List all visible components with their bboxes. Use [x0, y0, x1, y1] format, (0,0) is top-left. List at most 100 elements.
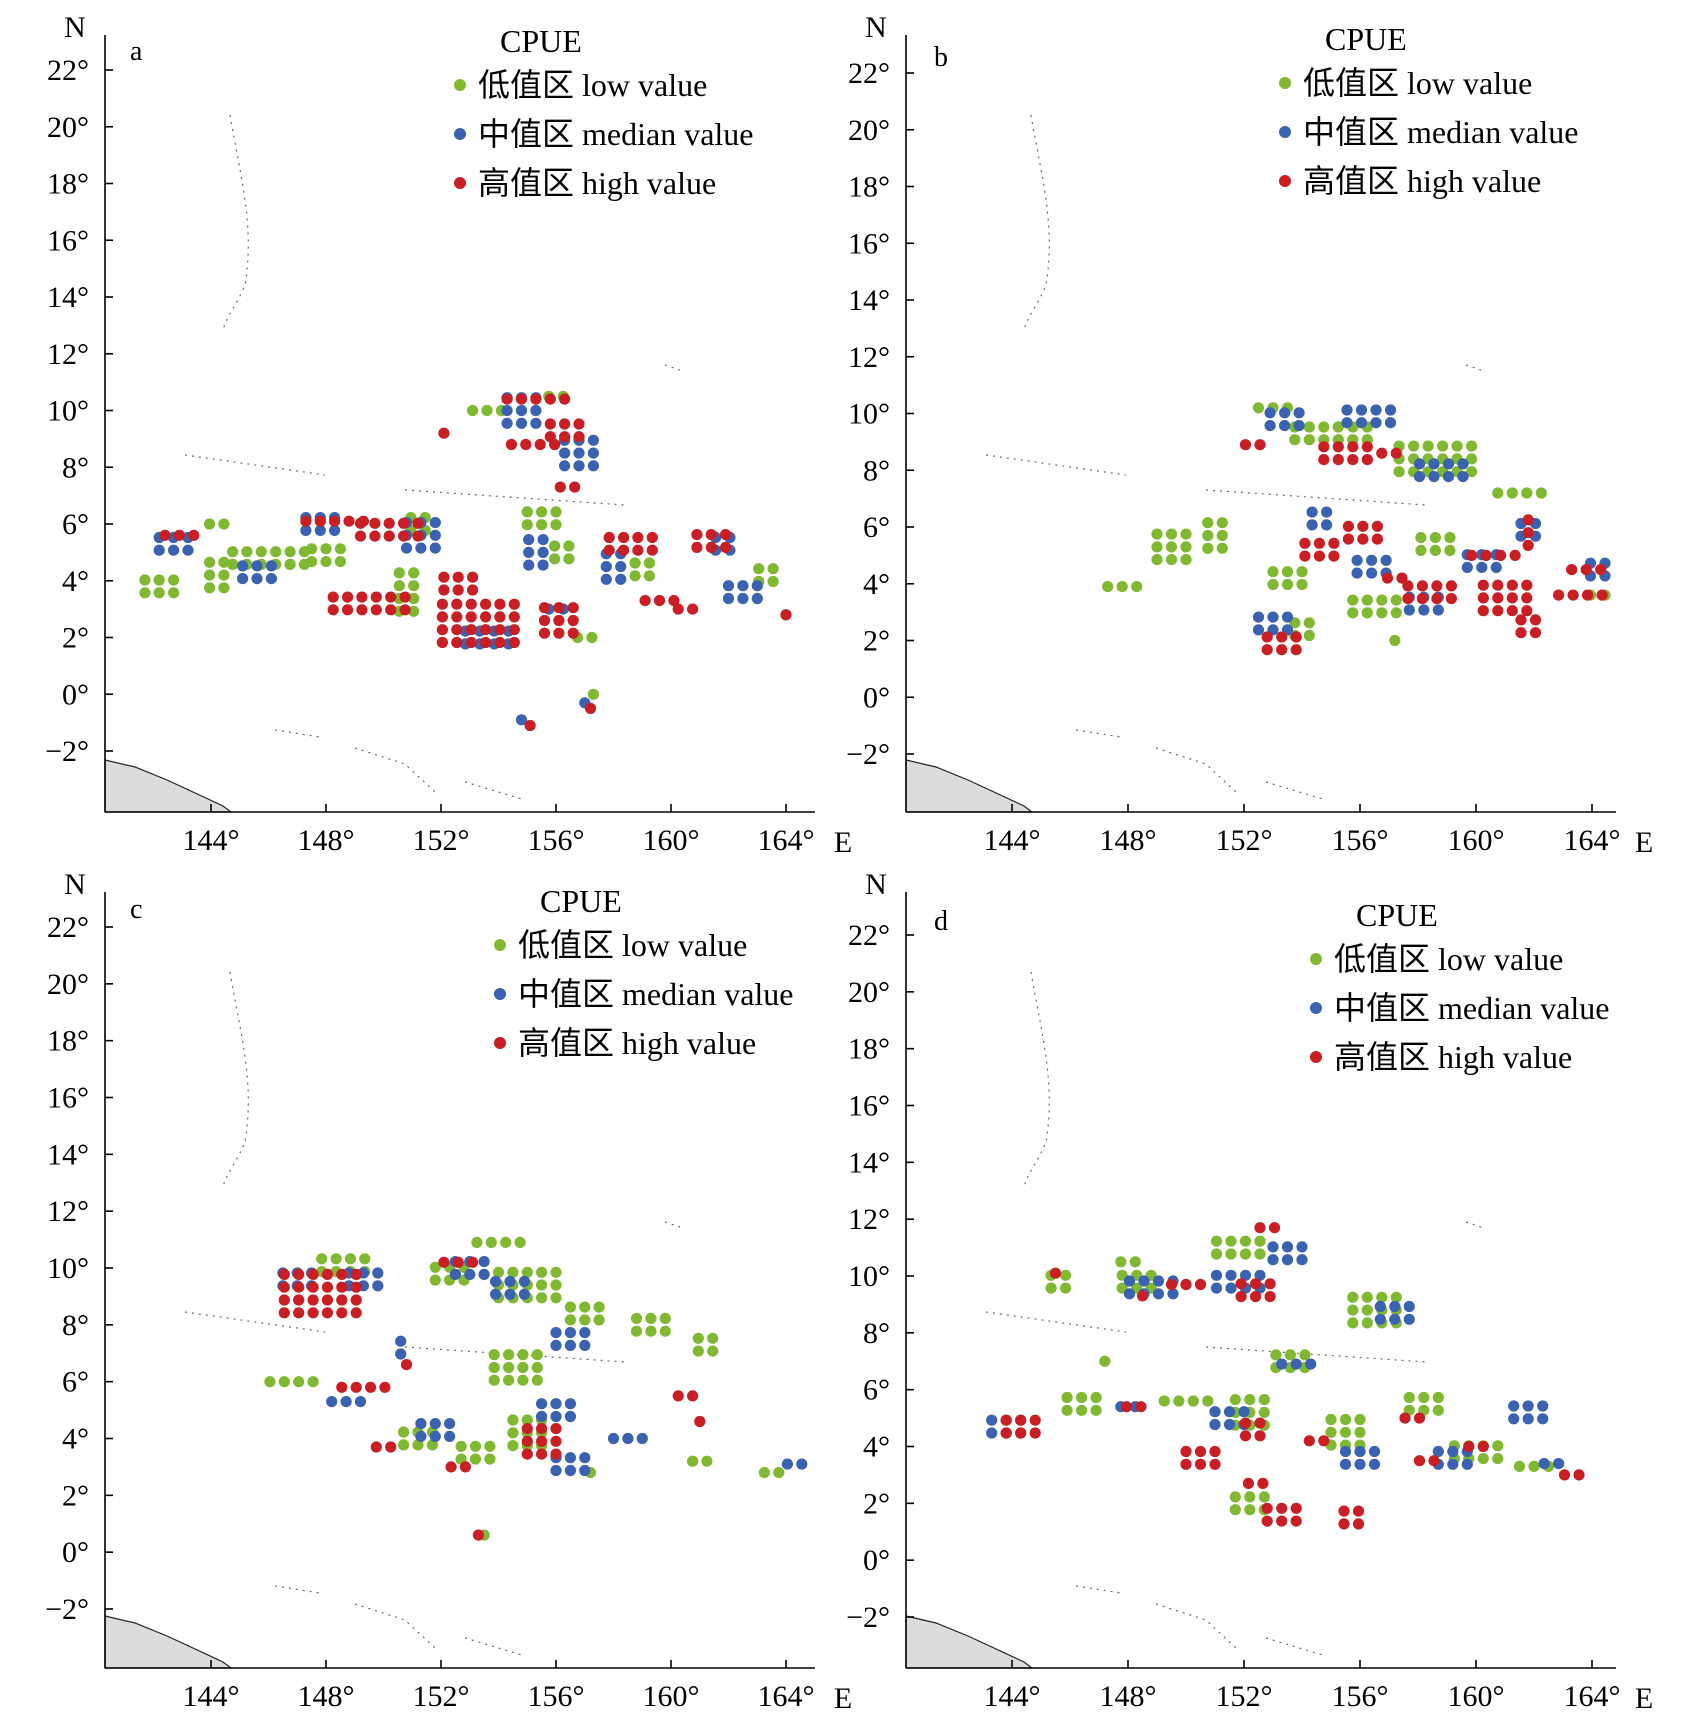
- y-tick-label: 22°: [47, 54, 89, 87]
- north-label: N: [64, 11, 86, 44]
- panel-label: c: [130, 894, 142, 925]
- data-point-low: [284, 558, 296, 571]
- data-point-high: [720, 529, 732, 541]
- data-point-low: [398, 1439, 410, 1451]
- data-point-high: [1332, 454, 1344, 466]
- data-point-median: [515, 714, 528, 726]
- data-point-high: [436, 611, 448, 623]
- data-point-low: [517, 1361, 529, 1374]
- legend-marker-median: [1279, 126, 1291, 138]
- data-point-median: [1276, 1358, 1288, 1370]
- data-point-high: [398, 530, 410, 542]
- data-point-high: [314, 515, 326, 527]
- data-point-high: [329, 515, 341, 527]
- data-point-high: [538, 602, 551, 614]
- data-point-high: [1390, 447, 1402, 459]
- data-point-high: [567, 627, 579, 639]
- data-point-high: [1209, 1445, 1221, 1458]
- data-point-high: [1352, 1518, 1365, 1530]
- data-point-median: [1537, 1400, 1549, 1412]
- data-point-median: [607, 1432, 620, 1445]
- legend-title: CPUE: [500, 23, 582, 59]
- data-point-low: [521, 519, 533, 531]
- data-point-high: [1463, 1440, 1475, 1453]
- data-point-high: [544, 393, 556, 405]
- data-point-high: [632, 531, 644, 544]
- y-tick-label: 2°: [62, 1479, 89, 1512]
- data-point-low: [1131, 581, 1143, 593]
- data-point-low: [550, 506, 562, 518]
- data-point-median: [573, 447, 585, 459]
- data-point-median: [1389, 1300, 1401, 1313]
- data-point-median: [600, 561, 612, 573]
- x-tick-label: 144°: [183, 824, 240, 857]
- data-point-high: [1264, 1278, 1276, 1290]
- data-point-median: [501, 404, 513, 417]
- legend-marker-low: [494, 939, 506, 951]
- data-point-median: [523, 546, 535, 559]
- data-point-low: [1354, 1413, 1366, 1426]
- data-point-high: [1029, 1427, 1041, 1439]
- panel-label: b: [934, 42, 948, 73]
- data-point-low: [707, 1345, 719, 1357]
- data-point-high: [480, 636, 492, 649]
- data-point-low: [1129, 1256, 1141, 1268]
- data-point-median: [1384, 404, 1397, 416]
- data-point-low: [1165, 528, 1178, 540]
- island-group-shape: [274, 1585, 526, 1657]
- data-point-median: [518, 1275, 531, 1288]
- legend-label-low: 低值区 low value: [518, 927, 747, 963]
- data-point-median: [251, 560, 263, 572]
- data-point-low: [564, 1314, 577, 1326]
- data-point-low: [579, 1314, 591, 1326]
- y-tick-label: 20°: [47, 111, 89, 144]
- data-point-median: [464, 1268, 476, 1280]
- data-point-median: [1537, 1413, 1549, 1425]
- data-point-low: [204, 569, 216, 581]
- data-point-high: [278, 1307, 290, 1319]
- data-point-median: [429, 517, 441, 529]
- data-point-median: [1123, 1275, 1136, 1287]
- data-point-low: [1180, 528, 1192, 540]
- data-point-high: [603, 531, 615, 544]
- y-tick-label: −2°: [846, 1601, 890, 1634]
- data-point-high: [1506, 592, 1518, 604]
- legend-marker-high: [494, 1037, 506, 1049]
- data-point-high: [1239, 1417, 1252, 1429]
- data-point-low: [264, 1376, 276, 1388]
- data-point-low: [1451, 440, 1463, 452]
- x-tick-label: 148°: [1100, 1680, 1157, 1713]
- data-point-low: [330, 1253, 342, 1265]
- legend: CPUE 低值区 low value 中值区 median value 高值区 hig…: [494, 883, 794, 1061]
- data-point-high: [1290, 631, 1302, 643]
- data-point-low: [521, 1414, 533, 1426]
- data-point-low: [227, 546, 239, 558]
- data-point-high: [521, 1423, 533, 1435]
- data-point-low: [753, 563, 765, 575]
- data-point-high: [1239, 439, 1252, 451]
- series-low: [264, 1236, 785, 1541]
- data-point-low: [1528, 1460, 1540, 1472]
- data-point-low: [1466, 440, 1478, 452]
- y-tick-label: 22°: [47, 911, 89, 944]
- data-point-high: [524, 719, 536, 732]
- data-point-high: [370, 604, 382, 616]
- data-point-median: [1138, 1275, 1150, 1287]
- data-point-high: [1254, 1430, 1266, 1442]
- data-point-high: [780, 609, 792, 621]
- data-point-low: [218, 556, 230, 568]
- data-point-median: [564, 1339, 577, 1351]
- map-panel-d: 22° 20° 18° 16° 14° 12° 10° 8° 6° 4° 2° 0° −2° 144° 14…: [846, 868, 1653, 1715]
- data-point-low: [1389, 634, 1401, 647]
- data-point-low: [1390, 607, 1402, 619]
- data-point-low: [270, 546, 282, 558]
- data-point-high: [618, 544, 630, 556]
- data-point-high: [173, 529, 185, 541]
- data-point-low: [563, 553, 575, 565]
- data-point-low: [307, 1376, 319, 1388]
- y-tick-label: 12°: [47, 338, 89, 371]
- data-point-low: [1229, 1491, 1241, 1503]
- y-tick-label: 6°: [863, 1374, 890, 1407]
- data-point-low: [586, 631, 598, 644]
- data-point-median: [1264, 407, 1276, 419]
